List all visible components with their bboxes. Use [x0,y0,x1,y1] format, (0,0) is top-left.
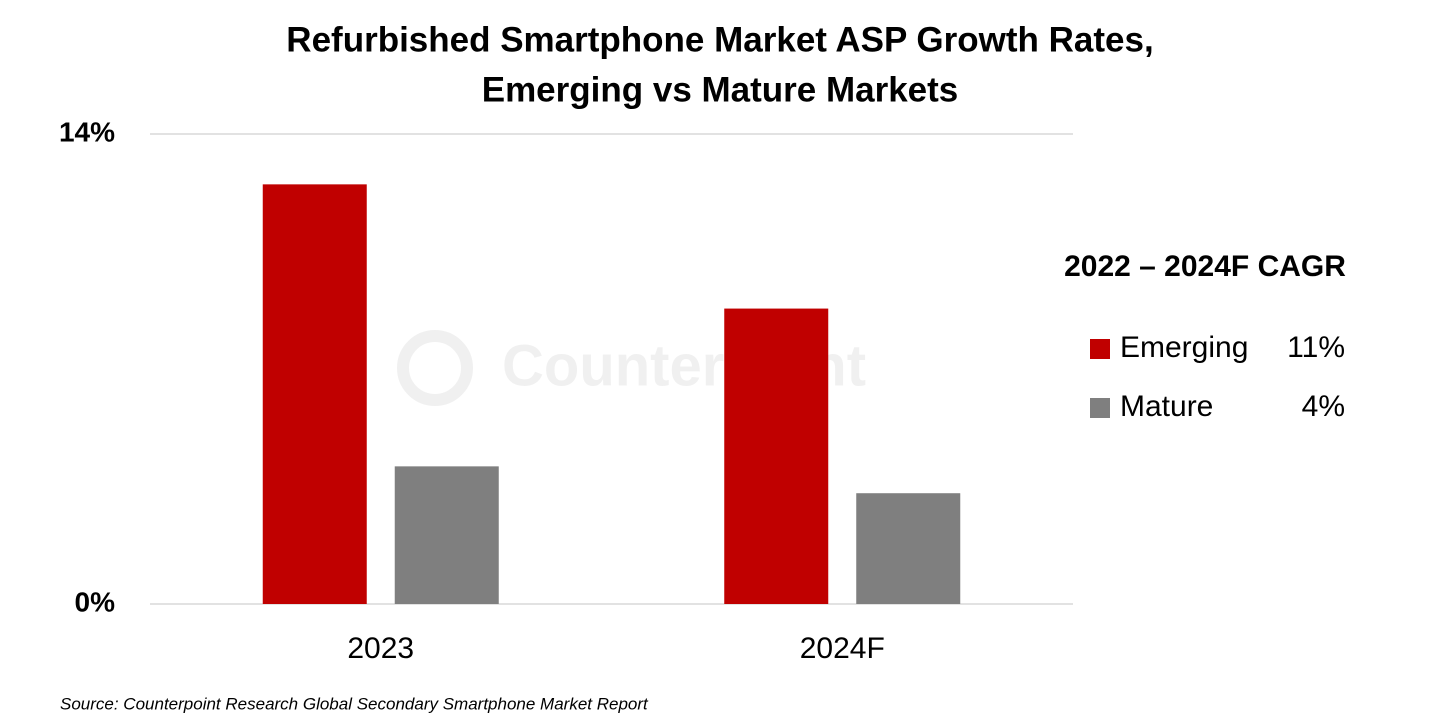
bar [394,466,499,604]
x-tick-label: 2023 [347,632,414,665]
y-tick-label: 0% [75,586,116,617]
source: Source: Counterpoint Research Global Sec… [60,694,649,713]
legend-swatch [1090,398,1110,418]
bar [856,493,961,604]
x-tick-label: 2024F [800,632,885,665]
legend-label: Mature [1120,390,1213,423]
chart-title: Refurbished Smartphone Market ASP Growth… [286,20,1153,59]
bar [724,308,829,604]
legend-cagr: 11% [1287,331,1345,364]
bar [262,184,367,604]
legend-label: Emerging [1120,331,1248,364]
watermark-logo [397,330,473,406]
chart-title: Emerging vs Mature Markets [482,70,959,109]
legend-swatch [1090,339,1110,359]
y-tick-label: 14% [59,116,115,147]
legend-title: 2022 – 2024F CAGR [1064,250,1346,283]
legend-cagr: 4% [1302,390,1345,423]
